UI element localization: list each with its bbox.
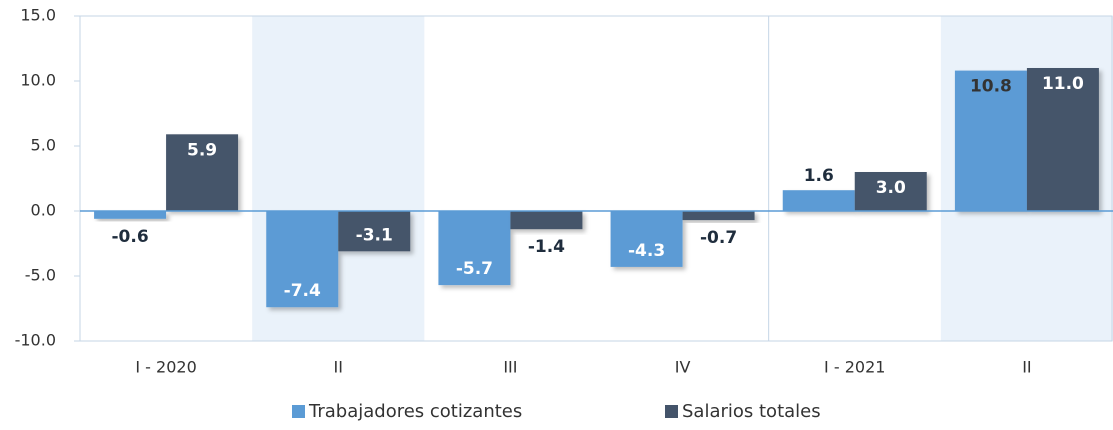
legend-swatch [292,405,305,418]
value-label: 10.8 [970,77,1012,97]
bar [782,190,855,211]
value-label: -1.4 [528,237,565,257]
y-tick-label: -10.0 [15,331,56,350]
bar [338,211,411,252]
value-label: -0.6 [111,227,148,247]
bar [510,211,583,230]
bar [610,211,683,267]
y-tick-label: -5.0 [25,266,56,285]
y-tick-label: 5.0 [31,136,56,155]
bar [438,211,511,286]
x-tick-label: IV [675,358,691,377]
y-tick-label: 15.0 [20,6,56,25]
bar [682,211,755,221]
value-label: -4.3 [628,241,665,261]
x-tick-label: I - 2020 [135,358,196,377]
x-tick-label: II [334,358,343,377]
bar [266,211,339,308]
value-label: -7.4 [284,281,321,301]
legend-label: Salarios totales [682,401,821,422]
y-tick-label: 10.0 [20,71,56,90]
x-tick-label: II [1022,358,1031,377]
x-tick-label: III [503,358,517,377]
plot-frame [79,15,1113,342]
value-label: -3.1 [356,225,393,245]
value-label: 1.6 [804,166,834,186]
y-tick-label: 0.0 [31,201,56,220]
bar [94,211,167,219]
bar [854,172,927,211]
value-label: -0.7 [700,228,737,248]
bar [954,70,1027,211]
bar [166,134,239,211]
x-tick-label: I - 2021 [824,358,885,377]
value-label: 3.0 [876,178,906,198]
legend-label: Trabajadores cotizantes [308,401,522,422]
bar [1026,68,1099,211]
value-label: 5.9 [187,140,217,160]
value-label: 11.0 [1042,74,1084,94]
legend-swatch [665,405,678,418]
value-label: -5.7 [456,259,493,279]
